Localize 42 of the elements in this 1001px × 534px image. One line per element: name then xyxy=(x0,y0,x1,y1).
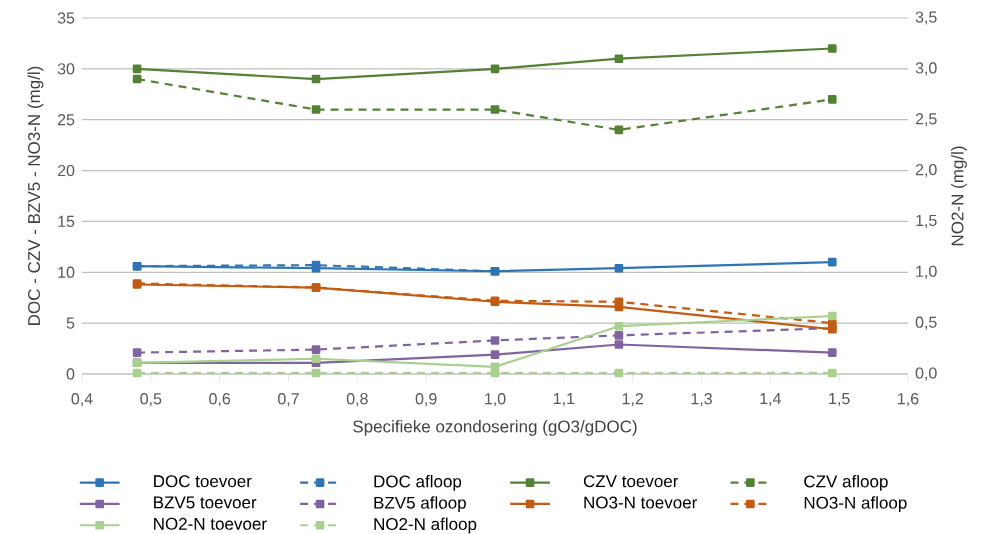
y-tick-label: 30 xyxy=(57,63,75,75)
x-tick-label: 0,5 xyxy=(140,393,162,407)
y2-tick-label: 2,5 xyxy=(915,113,937,127)
y-tick-label: 0 xyxy=(66,368,75,380)
y2-tick-label: 3,5 xyxy=(915,11,937,25)
y2-tick-label: 3,0 xyxy=(915,62,937,76)
x-tick-label: 1,0 xyxy=(485,393,506,407)
y2-tick-label: 2,0 xyxy=(915,163,937,178)
legend-label: BZV5 toevoer xyxy=(154,496,257,509)
legend-label: DOC toevoer xyxy=(154,475,252,488)
legend-label: NO2-N toevoer xyxy=(154,517,267,530)
y-tick-label: 25 xyxy=(57,114,75,126)
y2-tick-label: 1,0 xyxy=(916,265,937,279)
y2-tick-label: 1,5 xyxy=(916,214,937,228)
x-tick-label: 1,3 xyxy=(691,393,712,407)
x-axis-title: Specifieke ozondosering (gO3/gDOC) xyxy=(353,420,637,436)
x-tick-label: 0,6 xyxy=(209,393,231,407)
legend-label: BZV5 afloop xyxy=(374,496,466,513)
y-axis-title: DOC - CZV - BZV5 - NO3-N (mg/l) xyxy=(27,66,44,325)
y-tick-label: 20 xyxy=(57,164,75,177)
legend-label: NO3-N toevoer xyxy=(584,496,698,509)
x-tick-label: 1,1 xyxy=(553,393,575,407)
legend-label: DOC afloop xyxy=(374,474,462,491)
legend-label: NO3-N afloop xyxy=(804,496,907,513)
x-tick-label: 0,4 xyxy=(71,393,93,407)
x-tick-label: 1,2 xyxy=(622,393,643,407)
y2-tick-label: 0,0 xyxy=(915,367,937,381)
y-tick-label: 35 xyxy=(57,12,75,24)
y2-axis-title: NO2-N (mg/l) xyxy=(951,146,967,246)
legend-label: CZV afloop xyxy=(804,474,888,491)
x-tick-label: 1,6 xyxy=(898,393,919,407)
x-tick-label: 0,7 xyxy=(278,393,299,407)
y2-tick-label: 0,5 xyxy=(915,316,937,330)
legend-label: NO2-N afloop xyxy=(374,517,477,534)
x-tick-label: 1,4 xyxy=(760,393,781,407)
y-tick-label: 15 xyxy=(58,215,75,228)
legend-label: CZV toevoer xyxy=(583,475,679,488)
x-tick-label: 1,5 xyxy=(829,393,850,407)
x-tick-label: 0,8 xyxy=(346,393,368,407)
y-tick-label: 10 xyxy=(58,266,75,278)
y-tick-label: 5 xyxy=(66,317,75,329)
x-tick-label: 0,9 xyxy=(415,393,437,407)
